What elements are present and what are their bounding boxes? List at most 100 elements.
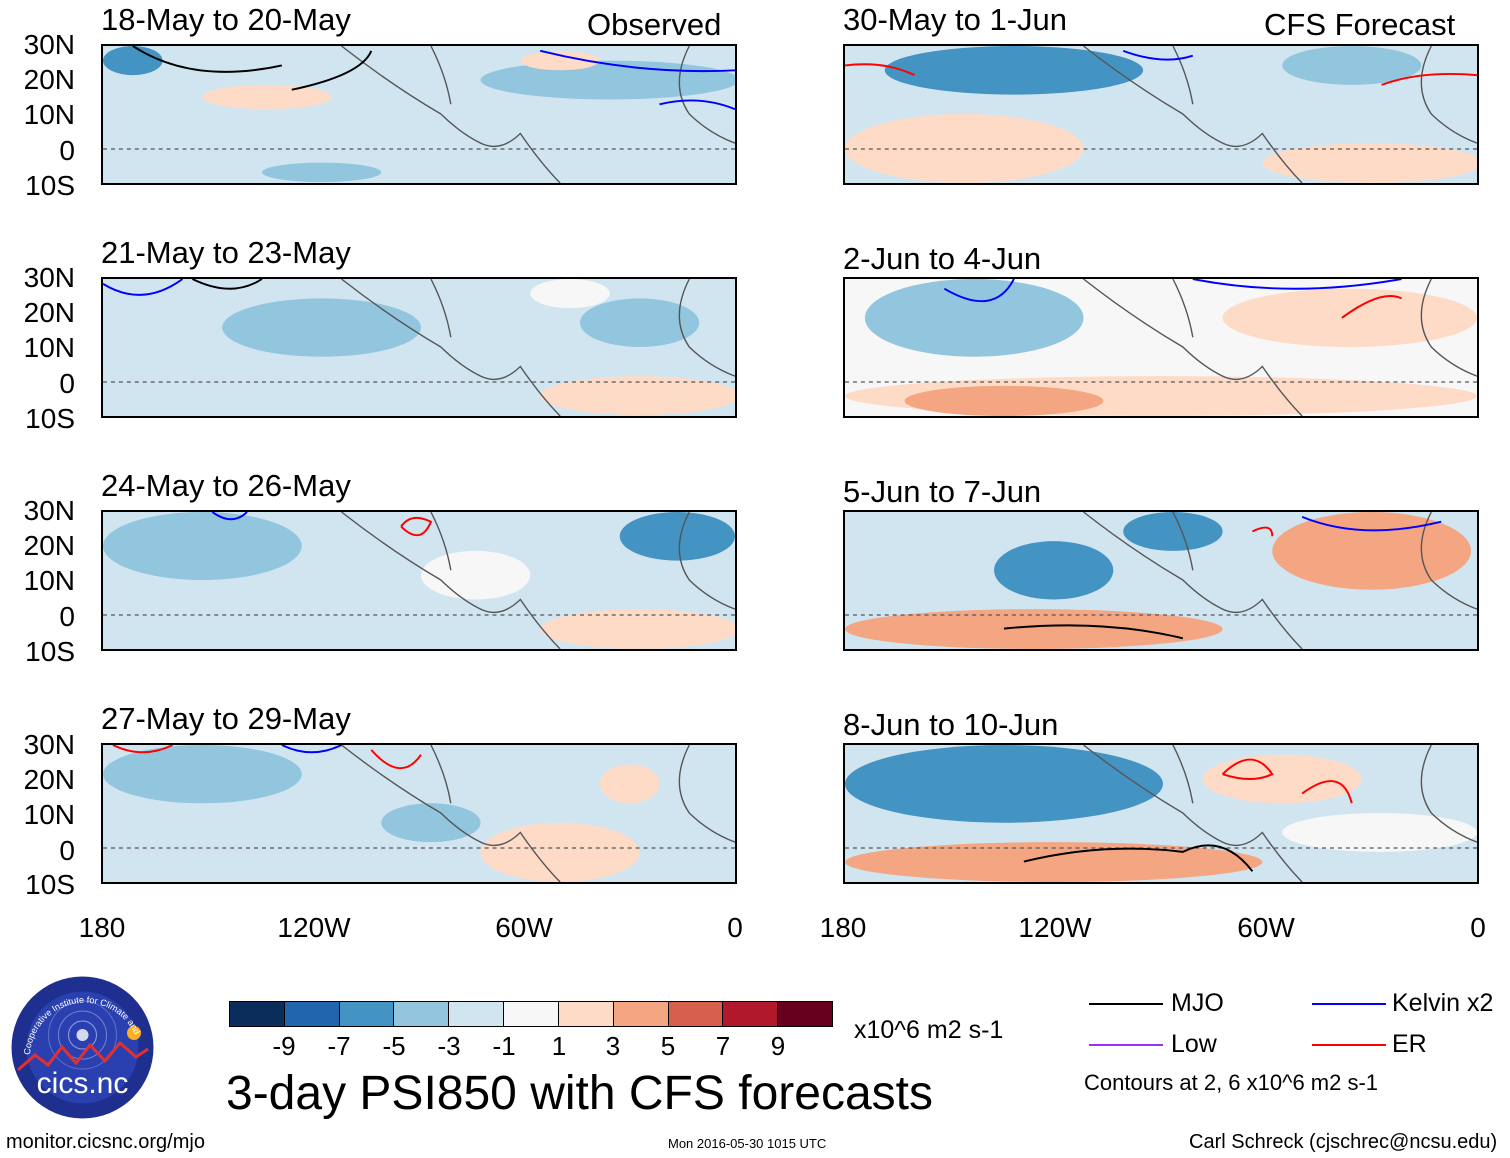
colorbar-label: 9 <box>770 1031 786 1061</box>
coastline <box>1420 279 1477 377</box>
lat-tick: 0 <box>59 601 75 632</box>
anomaly-region <box>520 50 600 71</box>
map-panel-4-plot <box>103 745 735 882</box>
lat-tick: 20N <box>23 530 75 561</box>
map-panel-1-plot <box>103 46 735 183</box>
colorbar-swatch <box>339 1002 395 1026</box>
colorbar-label: 1 <box>551 1031 567 1061</box>
wave-contour <box>1251 526 1274 537</box>
coastline <box>678 512 735 610</box>
wave-contour <box>1301 780 1353 804</box>
anomaly-region <box>864 279 1084 357</box>
map-panel-6 <box>843 277 1479 418</box>
legend-label-low: Low <box>1171 1030 1217 1058</box>
panel-title-4: 27-May to 29-May <box>101 701 351 736</box>
lon-tick: 60W <box>1237 912 1295 943</box>
colorbar-label: -5 <box>382 1031 406 1061</box>
map-panel-7-plot <box>845 512 1477 649</box>
map-panel-8 <box>843 743 1479 884</box>
colorbar-label: -1 <box>492 1031 516 1061</box>
wave-contour <box>132 46 283 73</box>
colorbar-swatch <box>613 1002 669 1026</box>
colorbar-label: 7 <box>715 1031 731 1061</box>
map-panel-1 <box>101 44 737 185</box>
anomaly-region <box>1282 813 1477 852</box>
panel-title-3: 24-May to 26-May <box>101 468 351 503</box>
coastline <box>1172 512 1194 571</box>
anomaly-region <box>103 512 302 581</box>
lat-tick: 0 <box>59 135 75 166</box>
coastline <box>1083 46 1303 183</box>
anomaly-region <box>619 512 735 561</box>
main-title: 3-day PSI850 with CFS forecasts <box>226 1067 933 1120</box>
anomaly-region <box>1123 512 1223 551</box>
logo-text: cics.nc <box>37 1067 129 1100</box>
panel-title-8: 8-Jun to 10-Jun <box>843 707 1059 742</box>
map-panel-2-plot <box>103 279 735 416</box>
anomaly-region <box>994 541 1114 600</box>
observed-label: Observed <box>587 7 722 42</box>
lon-tick: 0 <box>727 912 743 943</box>
coastline <box>1172 745 1194 804</box>
wave-contour <box>1122 49 1194 61</box>
colorbar-swatch <box>449 1002 505 1026</box>
colorbar-label: -7 <box>327 1031 351 1061</box>
anomaly-region <box>1272 512 1472 590</box>
panel-title-6: 2-Jun to 4-Jun <box>843 241 1042 276</box>
colorbar-swatch <box>230 1002 285 1026</box>
legend-line-kelvin <box>1312 1003 1386 1005</box>
wave-contour <box>112 745 174 754</box>
wave-contour <box>1341 295 1402 319</box>
colorbar-swatch <box>723 1002 779 1026</box>
lat-tick: 10N <box>23 565 75 596</box>
lon-tick: 120W <box>277 912 351 943</box>
anomaly-region <box>904 385 1104 416</box>
lat-tick: 20N <box>23 297 75 328</box>
colorbar-label: 5 <box>660 1031 676 1061</box>
wave-contour <box>1003 624 1184 640</box>
lat-tick: 10S <box>25 636 75 667</box>
lon-tick: 120W <box>1018 912 1092 943</box>
coastline <box>430 512 452 571</box>
legend-label-mjo: MJO <box>1171 989 1224 1017</box>
contour-note: Contours at 2, 6 x10^6 m2 s-1 <box>1084 1070 1379 1095</box>
source-url: monitor.cicsnc.org/mjo <box>6 1131 205 1153</box>
wave-contour <box>103 279 184 296</box>
lat-tick: 0 <box>59 368 75 399</box>
coastline <box>430 745 452 804</box>
lon-tick: 0 <box>1470 912 1486 943</box>
coastline <box>678 46 735 144</box>
anomaly-region <box>1282 46 1422 85</box>
colorbar-swatch <box>394 1002 450 1026</box>
lat-tick: 30N <box>23 262 75 293</box>
map-panel-8-plot <box>845 745 1477 882</box>
legend-label-kelvin: Kelvin x2 <box>1392 989 1494 1017</box>
anomaly-region <box>420 550 531 600</box>
anomaly-region <box>884 46 1144 95</box>
lat-tick: 20N <box>23 64 75 95</box>
coastline <box>341 279 561 416</box>
coastline <box>1420 745 1477 843</box>
forecast-label: CFS Forecast <box>1264 7 1456 42</box>
wave-contour <box>1023 844 1254 872</box>
anomaly-region <box>480 60 735 100</box>
wave-contour <box>1221 758 1274 780</box>
legend-line-er <box>1312 1044 1386 1046</box>
lat-tick: 10S <box>25 403 75 434</box>
lon-tick: 180 <box>78 912 126 943</box>
lon-tick: 60W <box>495 912 553 943</box>
panel-title-2: 21-May to 23-May <box>101 235 351 270</box>
wave-contour <box>1192 279 1402 290</box>
lat-tick: 30N <box>23 495 75 526</box>
map-panel-3 <box>101 510 737 651</box>
coastline <box>1420 46 1477 144</box>
coastline <box>1420 512 1477 610</box>
anomaly-region <box>1222 288 1477 348</box>
map-panel-3-plot <box>103 512 735 649</box>
map-panel-4 <box>101 743 737 884</box>
coastline <box>341 745 561 882</box>
anomaly-region <box>599 764 660 804</box>
wave-contour <box>291 50 373 91</box>
anomaly-region <box>1202 754 1362 804</box>
lat-tick: 30N <box>23 729 75 760</box>
